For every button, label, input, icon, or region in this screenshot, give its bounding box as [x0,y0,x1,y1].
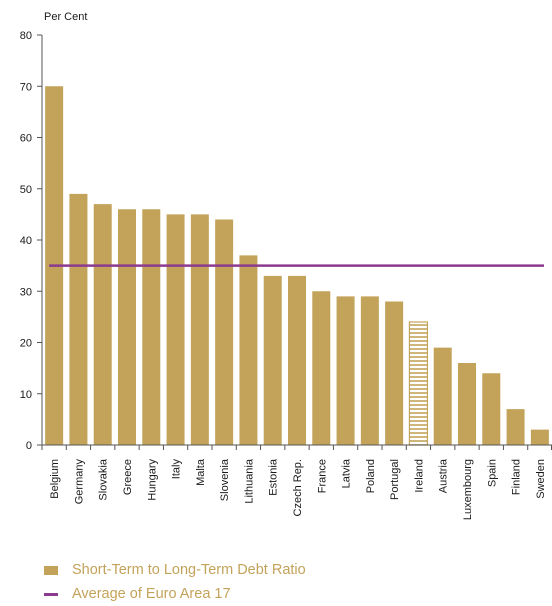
x-category-label: Luxembourg [462,459,474,520]
bar [530,429,549,445]
legend-bar-swatch [44,565,58,575]
x-category-label: Latvia [341,458,353,488]
bar [312,291,331,445]
x-category-label: Slovenia [219,458,231,501]
bar [385,301,404,445]
y-axis-unit-label: Per Cent [44,11,87,23]
bar [288,275,306,445]
bar [190,214,209,445]
x-category-label: Lithuania [243,458,255,504]
x-category-label: Belgium [49,459,61,499]
x-category-label: Portugal [389,459,401,500]
bar [336,296,355,445]
bar [166,214,185,445]
bar [433,347,452,445]
x-category-label: Poland [365,459,377,493]
x-category-label: Sweden [535,459,547,499]
y-tick-label: 0 [26,440,32,452]
x-category-label: Malta [195,458,207,486]
legend: Short-Term to Long-Term Debt Ratio Avera… [44,558,306,606]
bar [263,275,282,445]
bar [118,209,136,445]
bar [458,363,476,445]
legend-label-line: Average of Euro Area 17 [72,586,231,602]
y-tick-label: 80 [20,30,32,42]
y-tick-label: 10 [20,389,32,401]
bar-highlighted [408,321,429,446]
x-category-label: Finland [511,459,523,495]
legend-item-line: Average of Euro Area 17 [44,582,306,606]
x-category-label: Hungary [146,459,158,501]
y-tick-label: 20 [20,338,32,350]
bar [142,209,161,445]
x-category-label: Austria [438,458,450,493]
bar [506,409,525,445]
bar-chart: Per Cent 0 10 20 30 40 50 60 70 80 Belgium German… [20,11,552,520]
y-tick-label: 30 [20,286,32,298]
x-category-label: Italy [171,459,183,480]
y-tick-label: 60 [20,133,32,145]
bar [93,204,112,445]
legend-label-bars: Short-Term to Long-Term Debt Ratio [72,562,306,578]
x-category-label: France [316,459,328,493]
x-category-label: Ireland [413,459,425,493]
bar [482,373,501,445]
bar [360,296,379,445]
legend-line-swatch [44,592,58,596]
x-category-label: Slovakia [98,458,110,500]
legend-item-bars: Short-Term to Long-Term Debt Ratio [44,558,306,582]
y-tick-label: 40 [20,235,32,247]
x-category-label: Spain [486,459,498,487]
x-category-label: Greece [122,459,134,495]
bar [69,193,88,445]
x-category-label: Germany [73,459,85,505]
bar [239,255,258,445]
x-category-label: Estonia [268,458,280,496]
bar [215,219,234,445]
y-tick-label: 70 [20,81,32,93]
y-tick-label: 50 [20,184,32,196]
x-category-label: Czech Rep. [292,459,304,516]
